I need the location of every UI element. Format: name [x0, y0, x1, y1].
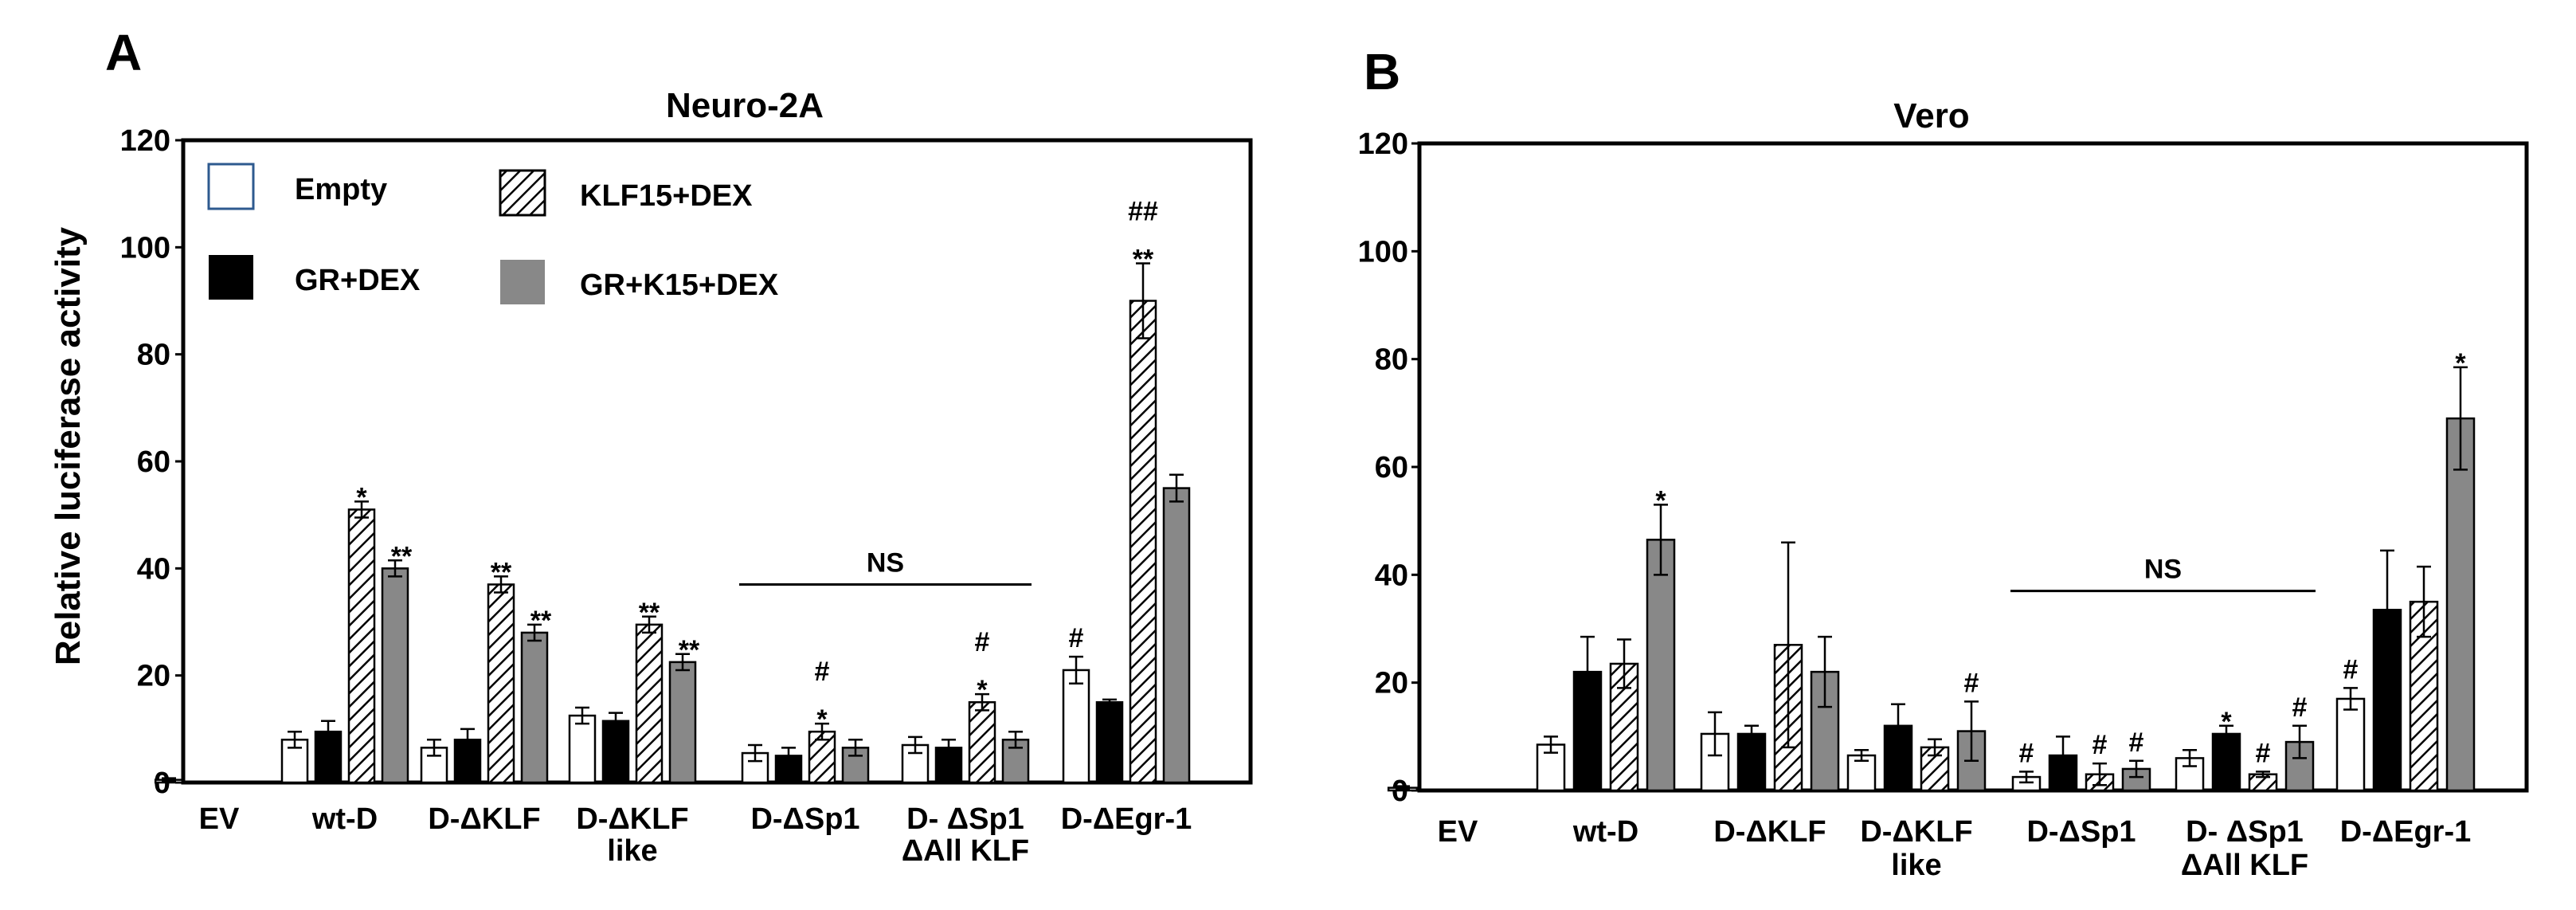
significance-mark: *	[1655, 485, 1666, 516]
panel-a-plot-frame	[181, 138, 1253, 785]
bar-gr-dex	[601, 720, 630, 784]
x-category-label-line2: like	[607, 834, 657, 868]
significance-mark: #	[2292, 692, 2308, 723]
panel-b: B Vero 020406080100120*####*###*NSEVwt-D…	[1358, 43, 2529, 882]
x-category-label-line2: ΔAll KLF	[902, 834, 1029, 868]
x-category-label: D-ΔSp1	[750, 802, 859, 836]
bar-gr-dex	[1095, 701, 1124, 784]
panel-b-letter: B	[1364, 43, 1400, 100]
y-axis-label: Relative luciferase activity	[49, 226, 88, 665]
x-category-label: D-ΔEgr-1	[2340, 815, 2472, 849]
significance-mark: #	[1964, 668, 1979, 698]
significance-mark: **	[530, 606, 552, 636]
legend-label-klf15-dex: KLF15+DEX	[580, 179, 753, 213]
bar-klf15-dex	[347, 508, 376, 784]
bar-empty	[1062, 669, 1090, 784]
significance-mark: *	[977, 675, 988, 705]
y-tick-label: 60	[1375, 451, 1408, 484]
significance-mark: #	[1069, 623, 1084, 653]
x-category-label: wt-D	[311, 802, 378, 836]
x-category-label: EV	[199, 802, 240, 836]
y-tick-label: 40	[1375, 559, 1408, 592]
y-tick-label: 80	[137, 339, 170, 372]
y-tick-label: 20	[1375, 667, 1408, 700]
significance-mark: #	[975, 627, 990, 657]
legend-swatch-gr-k15-dex	[500, 260, 545, 304]
x-category-label: D-ΔKLF	[1713, 815, 1826, 849]
bar-gr-k15-dex	[668, 661, 697, 784]
panel-a-letter: A	[105, 24, 142, 81]
significance-mark: #	[2129, 728, 2144, 758]
x-category-label: D-ΔKLF	[576, 802, 688, 836]
significance-mark: **	[679, 635, 700, 665]
ns-label: NS	[2144, 555, 2182, 585]
significance-mark: ##	[1128, 196, 1158, 226]
x-category-label: wt-D	[1572, 815, 1638, 849]
significance-mark: **	[391, 541, 413, 571]
x-category-label: D- ΔSp1	[2186, 815, 2304, 849]
panel-a: A Neuro-2A Relative luciferase activity …	[49, 24, 1253, 868]
legend-swatch-gr-dex	[209, 255, 253, 300]
x-category-label: D-ΔSp1	[2026, 815, 2136, 849]
bar-gr-dex	[2211, 732, 2241, 792]
y-tick-label: 120	[1358, 127, 1408, 161]
significance-mark: **	[491, 557, 512, 587]
x-category-label: D-ΔKLF	[428, 802, 540, 836]
x-category-label-line2: ΔAll KLF	[2181, 849, 2308, 882]
significance-mark: #	[815, 657, 830, 687]
bar-klf15-dex	[1129, 300, 1157, 784]
x-category-label: D-ΔEgr-1	[1061, 802, 1192, 836]
bar-gr-k15-dex	[1162, 487, 1191, 784]
y-tick-label: 120	[120, 124, 170, 158]
significance-mark: #	[2256, 738, 2271, 768]
legend-label-gr-dex: GR+DEX	[295, 264, 421, 297]
significance-mark: **	[639, 598, 660, 628]
panel-b-title: Vero	[1893, 96, 1969, 135]
significance-mark: *	[356, 482, 367, 512]
bar-gr-dex	[1736, 732, 1767, 792]
significance-mark: #	[2019, 738, 2034, 768]
legend: Empty GR+DEX KLF15+DEX GR+K15+DEX	[207, 163, 779, 304]
bar-gr-k15-dex	[381, 567, 409, 784]
bar-empty	[568, 714, 597, 784]
legend-label-empty: Empty	[295, 173, 387, 206]
y-tick-label: 100	[120, 231, 170, 265]
x-category-label: D- ΔSp1	[906, 802, 1024, 836]
y-tick-label: 80	[1375, 343, 1408, 377]
x-category-label: D-ΔKLF	[1860, 815, 1972, 849]
panel-a-title: Neuro-2A	[666, 86, 824, 125]
bar-klf15-dex	[487, 583, 515, 784]
legend-label-gr-k15-dex: GR+K15+DEX	[580, 269, 779, 302]
legend-swatch-klf15-dex	[499, 169, 546, 217]
bar-klf15-dex	[2409, 600, 2439, 792]
x-category-label: EV	[1438, 815, 1478, 849]
significance-mark: **	[1133, 244, 1154, 274]
y-tick-label: 60	[137, 445, 170, 479]
significance-mark: #	[2093, 730, 2108, 760]
bar-gr-k15-dex	[520, 631, 549, 784]
bar-gr-k15-dex	[2445, 417, 2476, 792]
significance-mark: #	[2343, 654, 2359, 684]
y-tick-label: 20	[137, 660, 170, 693]
bar-gr-k15-dex	[1646, 539, 1676, 792]
ns-label: NS	[867, 547, 904, 578]
y-tick-label: 100	[1358, 235, 1408, 269]
x-category-label-line2: like	[1891, 849, 1941, 882]
bar-empty	[2335, 697, 2366, 792]
significance-mark: *	[816, 704, 828, 735]
significance-mark: *	[2221, 707, 2232, 737]
bar-klf15-dex	[635, 623, 664, 784]
legend-swatch-empty	[207, 163, 255, 210]
significance-mark: *	[2455, 348, 2466, 379]
bar-klf15-dex	[968, 701, 996, 784]
y-tick-label: 40	[137, 552, 170, 586]
